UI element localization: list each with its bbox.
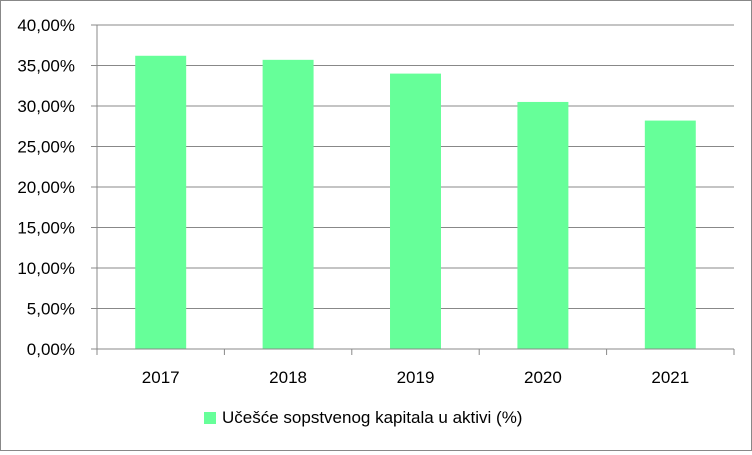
y-tick-label: 35,00% — [17, 57, 75, 76]
y-tick-label: 5,00% — [27, 300, 75, 319]
x-tick-labels: 2017 2018 2019 2020 2021 — [142, 368, 689, 387]
axes — [91, 24, 735, 355]
y-tick-label: 20,00% — [17, 178, 75, 197]
y-tick-label: 30,00% — [17, 97, 75, 116]
x-tick-label: 2017 — [142, 368, 180, 387]
bar — [135, 55, 187, 349]
y-tick-label: 15,00% — [17, 219, 75, 238]
bars — [135, 55, 696, 350]
legend-swatch — [204, 412, 216, 424]
y-tick-label: 25,00% — [17, 138, 75, 157]
y-tick-label: 0,00% — [27, 340, 75, 359]
y-tick-label: 40,00% — [17, 16, 75, 35]
x-tick-label: 2021 — [651, 368, 689, 387]
y-tick-label: 10,00% — [17, 259, 75, 278]
bar — [517, 101, 569, 349]
bar — [262, 59, 314, 350]
x-tick-label: 2019 — [397, 368, 435, 387]
x-tick-label: 2018 — [269, 368, 307, 387]
y-tick-labels: 0,00% 5,00% 10,00% 15,00% 20,00% 25,00% 30,00%… — [17, 16, 75, 359]
legend: Učešće sopstvenog kapitala u aktivi (%) — [204, 408, 522, 428]
x-tick-label: 2020 — [524, 368, 562, 387]
bar — [390, 73, 441, 349]
legend-label: Učešće sopstvenog kapitala u aktivi (%) — [222, 408, 523, 427]
bar — [644, 120, 696, 349]
